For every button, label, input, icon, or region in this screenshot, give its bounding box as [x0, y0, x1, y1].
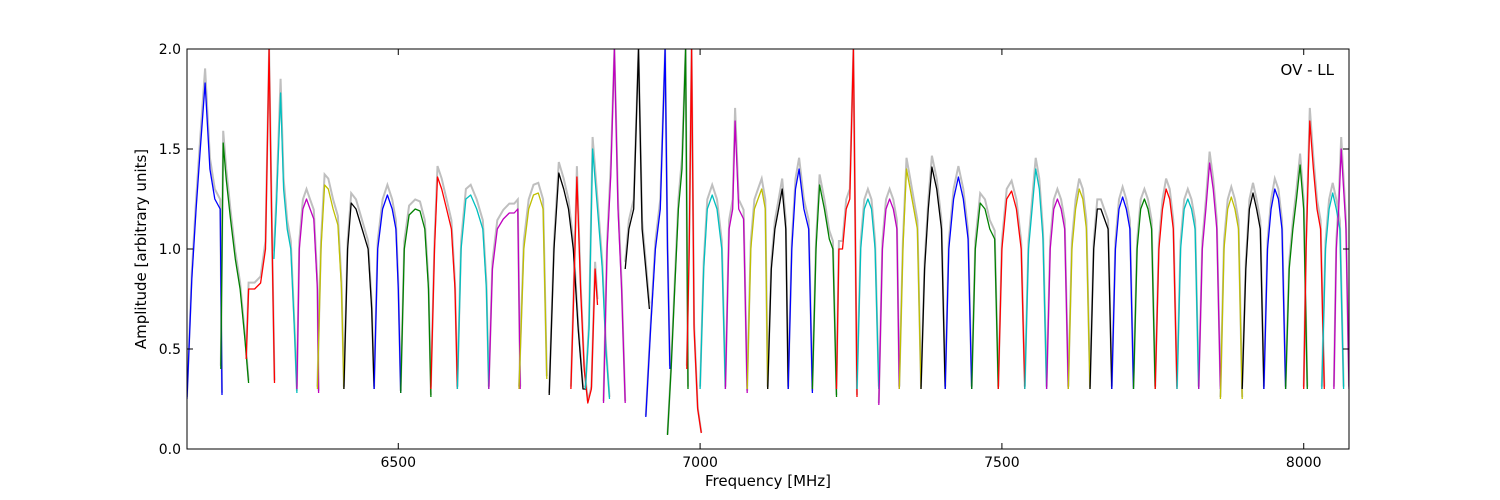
series-line-37	[1045, 198, 1069, 390]
series-line-41	[1132, 198, 1156, 390]
background-trace	[746, 174, 769, 387]
background-trace	[1110, 183, 1135, 387]
series-line-6	[316, 184, 345, 390]
series-line-27	[811, 184, 838, 398]
series-line-21	[686, 49, 702, 434]
series-line-10	[430, 176, 459, 390]
series-line-20	[666, 49, 689, 436]
background-trace	[724, 107, 749, 391]
series-line-4	[273, 92, 298, 394]
x-tick-label: 6500	[380, 455, 416, 471]
series-line-1	[187, 82, 223, 400]
background-trace	[1067, 178, 1091, 387]
background-trace	[787, 157, 814, 391]
y-axis-label: Amplitude [arbitrary units]	[132, 149, 150, 349]
background-trace	[1089, 198, 1113, 387]
series-line-9	[400, 208, 432, 398]
x-tick-label: 7500	[984, 455, 1020, 471]
x-axis-label: Frequency [MHz]	[705, 472, 831, 490]
background-trace	[699, 181, 727, 387]
background-trace	[316, 171, 345, 387]
background-trace	[487, 196, 522, 387]
series-line-17	[602, 49, 626, 404]
series-line-45	[1219, 196, 1243, 400]
tick-layer: 6500 7000 7500 8000 0.0 0.5 1.0 1.5 2.0	[159, 42, 1349, 471]
series-line-33	[944, 176, 973, 390]
background-trace	[877, 185, 901, 404]
y-tick-label: 1.5	[159, 142, 181, 158]
series-line-24	[746, 188, 769, 390]
series-line-5	[296, 198, 320, 394]
series-line-30	[878, 198, 900, 406]
background-trace	[1320, 182, 1345, 387]
background-trace	[856, 185, 880, 387]
series-line-42	[1154, 188, 1178, 390]
annotation-label: OV - LL	[1281, 61, 1335, 79]
series-line-14	[548, 172, 587, 396]
series-line-49	[1303, 120, 1325, 390]
series-line-13	[518, 192, 548, 390]
background-trace	[1154, 178, 1178, 387]
series-layer	[187, 49, 1349, 436]
series-line-43	[1176, 198, 1200, 390]
background-trace	[518, 181, 548, 387]
series-line-29	[856, 198, 880, 390]
series-line-16	[584, 148, 611, 400]
series-line-34	[971, 202, 999, 390]
x-tick-label: 8000	[1286, 455, 1322, 471]
y-tick-label: 0.5	[159, 342, 181, 358]
series-line-25	[767, 188, 789, 390]
background-trace	[1197, 151, 1222, 387]
background-trace	[373, 181, 402, 391]
background-trace	[997, 178, 1026, 387]
series-line-2	[220, 142, 250, 384]
background-trace	[295, 185, 320, 391]
series-line-23	[724, 120, 748, 394]
background-trace	[1045, 185, 1070, 387]
series-line-40	[1111, 196, 1135, 390]
series-line-46	[1241, 192, 1265, 390]
series-line-36	[1024, 168, 1048, 390]
background-trace	[1219, 183, 1244, 398]
series-line-51	[1333, 148, 1349, 390]
series-line-38	[1067, 188, 1091, 390]
background-trace	[1262, 174, 1287, 387]
series-line-48	[1284, 164, 1308, 390]
series-line-19	[645, 49, 671, 418]
series-line-15	[570, 176, 599, 404]
series-line-32	[920, 166, 946, 390]
background-trace	[624, 49, 651, 304]
series-line-11	[456, 194, 490, 390]
series-line-31	[898, 168, 922, 390]
series-line-28	[835, 49, 858, 398]
background-trace	[1132, 185, 1157, 387]
series-line-26	[787, 168, 814, 394]
background-trace	[456, 183, 490, 387]
y-tick-label: 1.0	[159, 242, 181, 258]
series-line-47	[1263, 188, 1287, 390]
series-line-50	[1321, 192, 1345, 390]
series-line-35	[997, 190, 1026, 390]
series-line-7	[343, 202, 375, 390]
series-line-44	[1198, 162, 1222, 390]
background-trace	[342, 190, 376, 387]
background-trace	[944, 165, 973, 387]
background-trace	[970, 190, 1000, 387]
background-trace	[187, 68, 223, 398]
series-line-39	[1089, 208, 1113, 390]
background-trace	[272, 78, 298, 391]
series-line-8	[373, 194, 402, 394]
series-line-18	[624, 49, 651, 310]
background-trace	[835, 49, 858, 395]
x-tick-label: 7000	[682, 455, 718, 471]
background-trace	[399, 198, 432, 395]
series-line-3	[245, 49, 276, 384]
series-line-22	[699, 194, 727, 390]
y-tick-label: 2.0	[159, 42, 181, 58]
series-line-12	[488, 208, 521, 390]
y-tick-label: 0.0	[159, 442, 181, 458]
background-trace	[1176, 185, 1200, 387]
background-trace	[1284, 153, 1309, 387]
